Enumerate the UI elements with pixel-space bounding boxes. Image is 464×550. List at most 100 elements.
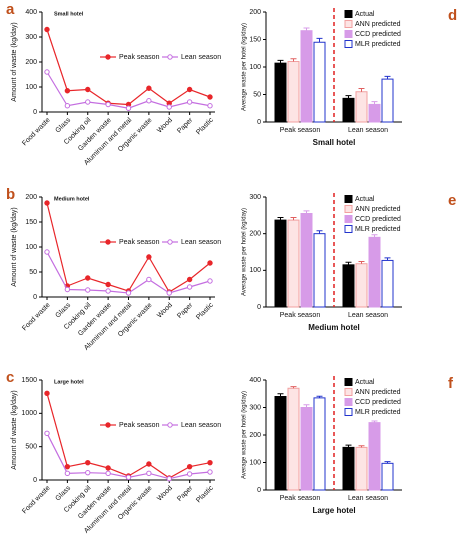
- error-bar: [316, 395, 323, 398]
- series-line: [46, 251, 211, 294]
- x-tick-label: Glass: [54, 484, 72, 502]
- x-tick-label: Lean season: [348, 127, 388, 134]
- bar: [287, 219, 300, 308]
- point: [64, 103, 71, 109]
- series-line: [46, 29, 211, 106]
- x-tick-label: Plastic: [195, 116, 215, 136]
- panel-label: d: [448, 7, 457, 24]
- point: [85, 459, 91, 466]
- error-bar: [277, 393, 284, 397]
- chart-title: Medium hotel: [54, 196, 90, 202]
- bar: [274, 62, 287, 123]
- series-line: [46, 202, 211, 293]
- error-bar: [384, 75, 391, 80]
- error-bar: [277, 217, 284, 221]
- series-line: [46, 393, 211, 479]
- panel-label: a: [6, 1, 15, 18]
- y-tick-label: 150: [249, 36, 261, 43]
- point: [105, 281, 111, 288]
- y-tick-label: 100: [249, 267, 261, 274]
- y-tick-label: 50: [253, 91, 261, 98]
- x-tick-label: Food waste: [21, 485, 52, 516]
- point: [125, 105, 132, 111]
- bar: [313, 397, 326, 491]
- bar: [355, 446, 368, 491]
- legend-marker: [167, 54, 173, 60]
- error-bar: [316, 37, 323, 43]
- error-bar: [358, 445, 365, 448]
- chart-title: Small hotel: [54, 11, 84, 17]
- legend-swatch: [344, 195, 353, 203]
- point: [207, 260, 213, 266]
- point: [105, 470, 111, 477]
- y-tick-label: 0: [257, 487, 261, 494]
- point: [186, 471, 193, 477]
- error-bar: [358, 87, 365, 92]
- legend-label: Lean season: [181, 422, 221, 429]
- legend-marker: [105, 54, 111, 60]
- y-tick-label: 200: [25, 194, 37, 201]
- x-tick-label: Food waste: [21, 117, 52, 148]
- error-bar: [371, 101, 378, 105]
- legend-label: Actual: [355, 11, 375, 18]
- legend-label: Peak season: [119, 54, 160, 61]
- point: [44, 69, 50, 75]
- legend-label: Actual: [355, 196, 375, 203]
- legend-swatch: [344, 205, 353, 213]
- legend-label: Peak season: [119, 239, 160, 246]
- bar: [381, 259, 394, 308]
- legend-swatch: [344, 225, 353, 233]
- point: [64, 470, 71, 477]
- point: [85, 86, 91, 93]
- point: [207, 278, 213, 284]
- y-tick-label: 0: [257, 304, 261, 311]
- point: [105, 465, 111, 471]
- bar: [274, 219, 287, 308]
- point: [207, 94, 213, 100]
- x-axis-title: Medium hotel: [308, 323, 360, 332]
- error-bar: [371, 234, 378, 238]
- x-tick-label: Plastic: [195, 484, 215, 504]
- legend-label: CCD predicted: [355, 216, 401, 223]
- series-line: [46, 433, 211, 480]
- y-tick-label: 0: [257, 119, 261, 126]
- y-tick-label: 1500: [21, 377, 37, 384]
- point: [85, 99, 91, 105]
- x-tick-label: Glass: [54, 301, 72, 319]
- error-bar: [384, 257, 391, 261]
- x-axis-title: Large hotel: [312, 506, 355, 515]
- legend-label: MLR predicted: [355, 41, 401, 48]
- point: [105, 288, 111, 294]
- error-bar: [303, 210, 310, 214]
- x-tick-label: Paper: [176, 301, 195, 320]
- y-tick-label: 0: [33, 294, 37, 301]
- x-tick-label: Lean season: [348, 495, 388, 502]
- error-bar: [277, 59, 284, 64]
- point: [146, 461, 152, 467]
- legend-label: CCD predicted: [355, 31, 401, 38]
- point: [186, 86, 193, 93]
- legend-swatch: [344, 378, 353, 386]
- point: [85, 287, 91, 293]
- x-tick-label: Food waste: [21, 302, 52, 333]
- point: [146, 85, 152, 91]
- error-bar: [384, 461, 391, 464]
- chart-title: Large hotel: [54, 379, 84, 385]
- legend-label: ANN predicted: [355, 389, 401, 396]
- point: [166, 475, 172, 482]
- point: [146, 254, 152, 260]
- error-bar: [345, 261, 352, 265]
- x-tick-label: Peak season: [280, 312, 321, 319]
- y-tick-label: 400: [249, 377, 261, 384]
- point: [44, 390, 50, 397]
- y-tick-label: 200: [25, 59, 37, 66]
- legend-swatch: [344, 408, 353, 416]
- y-axis-label: Average waste per hotel (kg/day): [242, 391, 248, 479]
- legend-swatch: [344, 388, 353, 396]
- point: [44, 200, 50, 206]
- legend-label: Actual: [355, 379, 375, 386]
- point: [44, 249, 50, 255]
- legend-swatch: [344, 215, 353, 223]
- legend-swatch: [344, 40, 353, 48]
